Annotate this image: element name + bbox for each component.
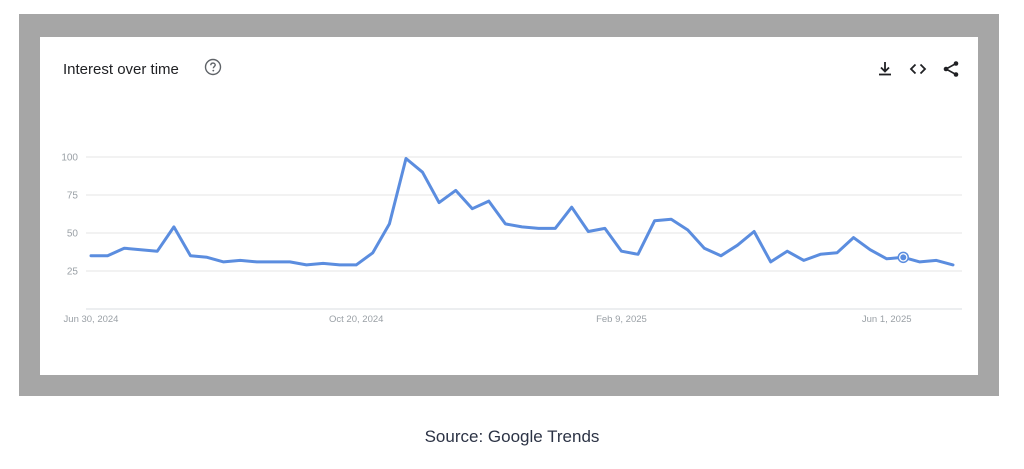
data-point bbox=[670, 218, 673, 221]
data-point bbox=[852, 236, 855, 239]
data-point bbox=[355, 263, 358, 266]
interest-over-time-card: Interest over time 25 50 75 100 Jun 30, 2024… bbox=[40, 37, 978, 375]
data-point bbox=[421, 171, 424, 174]
data-point bbox=[769, 260, 772, 263]
data-point bbox=[819, 253, 822, 256]
data-point bbox=[786, 250, 789, 253]
data-point bbox=[703, 247, 706, 250]
data-point bbox=[686, 228, 689, 231]
data-point bbox=[471, 207, 474, 210]
data-point bbox=[885, 257, 888, 260]
source-caption: Source: Google Trends bbox=[424, 427, 600, 446]
data-point bbox=[736, 244, 739, 247]
data-point bbox=[653, 219, 656, 222]
data-point bbox=[719, 254, 722, 257]
data-point bbox=[388, 222, 391, 225]
data-point bbox=[869, 248, 872, 251]
share-icon[interactable] bbox=[941, 59, 961, 79]
data-point bbox=[139, 248, 142, 251]
data-point bbox=[172, 225, 175, 228]
y-tick-label: 50 bbox=[67, 229, 79, 240]
code-embed-icon[interactable] bbox=[908, 59, 928, 79]
data-point bbox=[255, 260, 258, 263]
data-point bbox=[587, 230, 590, 233]
data-point bbox=[90, 254, 93, 257]
series-line bbox=[89, 157, 955, 267]
x-tick-label: Jun 30, 2024 bbox=[64, 314, 119, 325]
data-point bbox=[637, 253, 640, 256]
data-point bbox=[272, 260, 275, 263]
x-tick-label: Feb 9, 2025 bbox=[596, 314, 647, 325]
x-tick-label: Oct 20, 2024 bbox=[329, 314, 383, 325]
data-point bbox=[371, 251, 374, 254]
data-point bbox=[288, 260, 291, 263]
data-point bbox=[918, 260, 921, 263]
card-title: Interest over time bbox=[63, 61, 179, 78]
interest-line-chart: 25 50 75 100 Jun 30, 2024 Oct 20, 2024 Feb 9, … bbox=[61, 153, 962, 325]
y-tick-label: 75 bbox=[67, 191, 79, 202]
data-point bbox=[123, 247, 126, 250]
data-point bbox=[554, 227, 557, 230]
highlight-point bbox=[900, 254, 907, 261]
data-point bbox=[454, 189, 457, 192]
data-point bbox=[106, 254, 109, 257]
data-point bbox=[952, 263, 955, 266]
data-point bbox=[753, 230, 756, 233]
download-icon[interactable] bbox=[875, 59, 895, 79]
data-point bbox=[206, 256, 209, 259]
y-tick-label: 100 bbox=[61, 153, 78, 164]
data-point bbox=[404, 157, 407, 160]
data-point bbox=[305, 263, 308, 266]
data-point bbox=[935, 259, 938, 262]
data-point bbox=[239, 259, 242, 262]
data-point bbox=[338, 263, 341, 266]
data-point bbox=[521, 225, 524, 228]
data-point bbox=[438, 201, 441, 204]
data-point bbox=[189, 254, 192, 257]
data-point bbox=[222, 260, 225, 263]
data-point bbox=[570, 206, 573, 209]
data-point bbox=[835, 251, 838, 254]
data-point bbox=[322, 262, 325, 265]
y-tick-label: 25 bbox=[67, 267, 79, 278]
screenshot-frame: Interest over time 25 50 75 100 Jun 30, 2024… bbox=[19, 14, 999, 396]
data-point bbox=[620, 250, 623, 253]
data-point bbox=[504, 222, 507, 225]
x-tick-label: Jun 1, 2025 bbox=[862, 314, 912, 325]
data-point bbox=[603, 227, 606, 230]
data-point bbox=[802, 259, 805, 262]
help-circle-icon[interactable] bbox=[204, 58, 222, 76]
data-point bbox=[537, 227, 540, 230]
data-point bbox=[487, 200, 490, 203]
data-point bbox=[156, 250, 159, 253]
